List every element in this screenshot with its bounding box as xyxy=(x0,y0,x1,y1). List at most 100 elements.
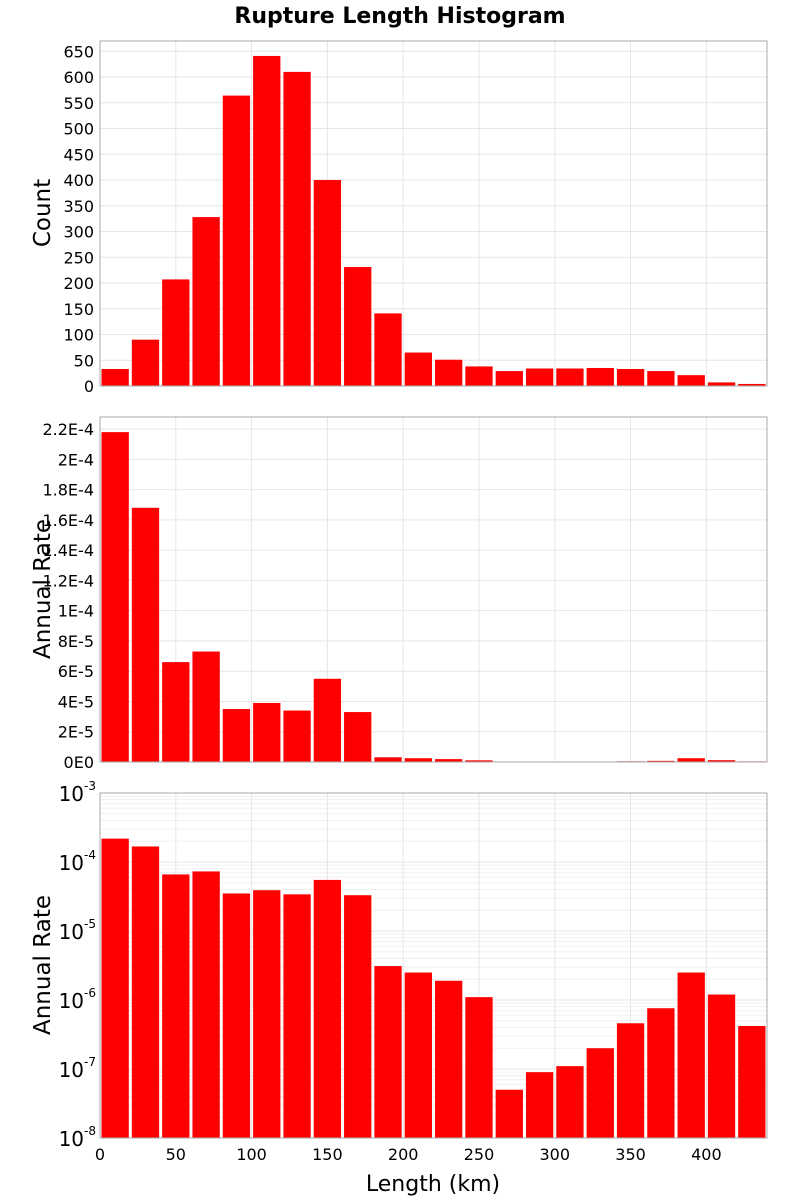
bar-1-10 xyxy=(374,313,402,386)
bar-3-6 xyxy=(253,890,281,1138)
y-tick-label: 200 xyxy=(63,274,94,293)
y-tick-label: 400 xyxy=(63,171,94,190)
bar-1-8 xyxy=(313,180,342,386)
y-tick-exponent: -6 xyxy=(84,986,96,1000)
y-tick-label: 1E-4 xyxy=(58,602,94,621)
bar-1-15 xyxy=(525,368,554,386)
bar-3-16 xyxy=(556,1066,584,1138)
bar-1-6 xyxy=(253,55,281,387)
y-axis-label-1: Count xyxy=(30,179,56,247)
y-tick-label: 1.6E-4 xyxy=(42,511,94,530)
bar-2-10 xyxy=(374,757,402,762)
y-tick-base: 10 xyxy=(59,1127,84,1151)
bar-1-11 xyxy=(404,352,432,386)
x-axis-label: Length (km) xyxy=(366,1172,500,1197)
y-tick-exponent: -7 xyxy=(84,1055,96,1069)
bar-3-9 xyxy=(344,895,372,1138)
bar-1-3 xyxy=(162,279,190,386)
y-tick-label: 10-5 xyxy=(59,917,96,944)
bar-2-4 xyxy=(192,651,220,762)
y-tick-label: 600 xyxy=(63,68,94,87)
y-tick-label: 650 xyxy=(63,42,94,61)
y-tick-label: 2E-5 xyxy=(58,723,94,742)
bar-1-7 xyxy=(283,71,311,387)
y-tick-label: 550 xyxy=(63,94,94,113)
bar-1-14 xyxy=(495,371,523,386)
y-axis-label-2: Annual Rate xyxy=(30,519,56,659)
bar-2-20 xyxy=(677,758,705,762)
y-tick-label: 10-3 xyxy=(59,779,96,806)
y-tick-label: 2E-4 xyxy=(58,450,94,469)
y-tick-label: 0E0 xyxy=(64,753,94,772)
plot-frame xyxy=(99,416,768,763)
y-tick-label: 100 xyxy=(63,326,94,345)
plot-frame xyxy=(99,792,768,1139)
x-tick-label: 150 xyxy=(312,1145,343,1164)
bar-1-9 xyxy=(344,267,372,386)
x-tick-label: 100 xyxy=(236,1145,267,1164)
bar-3-11 xyxy=(404,972,432,1138)
bar-3-1 xyxy=(101,838,129,1138)
y-tick-exponent: -3 xyxy=(84,779,96,793)
bar-2-7 xyxy=(283,710,311,762)
bar-3-19 xyxy=(647,1008,675,1138)
bar-1-22 xyxy=(738,383,766,386)
bar-1-21 xyxy=(707,382,736,386)
y-axis-label-3: Annual Rate xyxy=(30,895,56,1035)
bar-1-12 xyxy=(435,359,463,386)
y-tick-label: 1.4E-4 xyxy=(42,541,94,560)
y-tick-base: 10 xyxy=(59,989,84,1013)
y-tick-exponent: -4 xyxy=(84,848,96,862)
bar-3-18 xyxy=(616,1023,645,1138)
bar-3-10 xyxy=(374,966,402,1138)
bar-2-12 xyxy=(435,759,463,762)
x-tick-label: 50 xyxy=(166,1145,186,1164)
bar-3-15 xyxy=(525,1072,554,1138)
y-tick-label: 150 xyxy=(63,300,94,319)
bar-3-5 xyxy=(222,893,251,1138)
y-tick-base: 10 xyxy=(59,1058,84,1082)
bar-3-21 xyxy=(707,994,736,1138)
bar-2-5 xyxy=(222,709,251,762)
y-tick-label: 1.8E-4 xyxy=(42,481,94,500)
x-tick-label: 200 xyxy=(388,1145,419,1164)
y-tick-label: 250 xyxy=(63,248,94,267)
bar-2-1 xyxy=(101,432,129,762)
bar-3-4 xyxy=(192,871,220,1138)
bar-3-8 xyxy=(313,879,342,1138)
y-tick-base: 10 xyxy=(59,851,84,875)
y-tick-exponent: -8 xyxy=(84,1124,96,1138)
bar-3-2 xyxy=(131,846,160,1138)
y-tick-label: 300 xyxy=(63,223,94,242)
y-tick-label: 350 xyxy=(63,197,94,216)
bar-2-2 xyxy=(131,507,160,762)
bar-3-20 xyxy=(677,972,705,1138)
panel-2: 0E0 2E-5 4E-5 6E-5 8E-5 1E-4 1.2E-4 1.4E-4 1.6E-… xyxy=(30,416,768,772)
y-tick-label: 10-7 xyxy=(59,1055,96,1082)
y-tick-label: 10-8 xyxy=(59,1124,96,1151)
bar-3-14 xyxy=(495,1089,523,1138)
bar-1-16 xyxy=(556,368,584,386)
bar-3-7 xyxy=(283,894,311,1138)
bar-1-18 xyxy=(616,369,645,386)
bar-1-17 xyxy=(586,367,614,386)
bar-3-12 xyxy=(435,980,463,1138)
x-tick-label: 350 xyxy=(615,1145,646,1164)
bar-2-19 xyxy=(647,760,675,762)
bar-1-19 xyxy=(647,371,675,386)
bar-1-1 xyxy=(101,369,129,386)
bar-1-20 xyxy=(677,375,705,386)
bar-3-17 xyxy=(586,1048,614,1138)
bar-1-13 xyxy=(465,366,493,386)
y-tick-exponent: -5 xyxy=(84,917,96,931)
y-tick-label: 0 xyxy=(84,377,94,396)
plot-frame xyxy=(99,40,768,387)
y-tick-label: 4E-5 xyxy=(58,692,94,711)
x-tick-label: 250 xyxy=(464,1145,495,1164)
x-tick-label: 400 xyxy=(691,1145,722,1164)
y-tick-label: 10-6 xyxy=(59,986,96,1013)
y-tick-label: 50 xyxy=(74,351,94,370)
bar-2-21 xyxy=(707,760,736,762)
